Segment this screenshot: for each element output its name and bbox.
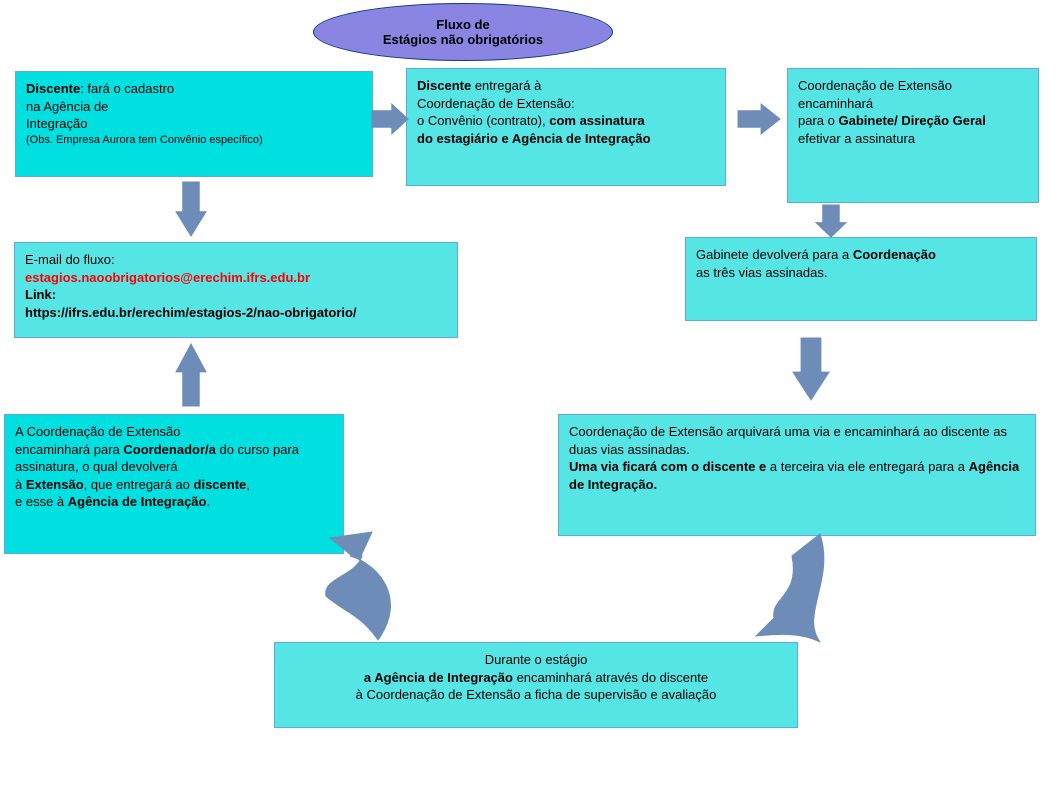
node-gabinete-devolve: Gabinete devolverá para a Coordenação as… — [685, 237, 1037, 321]
n7-l2b: a terceira via ele entregará para a — [766, 459, 968, 474]
n2-line3b: com assinatura — [549, 113, 644, 128]
title-line1: Fluxo de — [383, 17, 543, 32]
n5-l2: as três vias assinadas. — [696, 264, 1026, 282]
n3-l2c: efetivar a assinatura — [798, 131, 915, 146]
flow-stage: Fluxo de Estágios não obrigatórios Disce… — [0, 0, 1058, 794]
n7-l2a: Uma via ficará com o discente e — [569, 459, 766, 474]
node-coord-arquiva: Coordenação de Extensão arquivará uma vi… — [558, 414, 1036, 536]
n3-l2b: Gabinete/ Direção Geral — [838, 113, 985, 128]
n6-l3b: Extensão — [26, 477, 84, 492]
n8-l3: à Coordenação de Extensão a ficha de sup… — [285, 686, 787, 704]
n6-l4c: . — [206, 494, 210, 509]
n2-discente: Discente — [417, 78, 471, 93]
n1-line2: na Agência de — [26, 98, 362, 116]
n8-l2a: a Agência de Integração — [364, 670, 513, 685]
n6-l3a: à — [15, 477, 26, 492]
n6-l4a: e esse à — [15, 494, 68, 509]
n3-l2a: para o — [798, 113, 838, 128]
n6-l4b: Agência de Integração — [68, 494, 207, 509]
n5-l1a: Gabinete devolverá para a — [696, 247, 853, 262]
n1-line3: Integração — [26, 115, 362, 133]
n4-hdr: E-mail do fluxo: — [25, 251, 447, 269]
n1-rest: : fará o cadastro — [80, 81, 174, 96]
node-coord-encaminha-gabinete: Coordenação de Extensão encaminhará para… — [787, 68, 1039, 203]
n2-rest: entregará à — [471, 78, 541, 93]
node-discente-entrega: Discente entregará à Coordenação de Exte… — [406, 68, 726, 186]
n8-l1: Durante o estágio — [285, 651, 787, 669]
n2-line2: Coordenação de Extensão: — [417, 95, 715, 113]
title-line2: Estágios não obrigatórios — [383, 32, 543, 47]
n1-note: (Obs. Empresa Aurora tem Convênio especí… — [26, 133, 362, 148]
n3-l1: Coordenação de Extensão encaminhará — [798, 77, 1028, 112]
n7-l1: Coordenação de Extensão arquivará uma vi… — [569, 423, 1025, 458]
n4-email: estagios.naoobrigatorios@erechim.ifrs.ed… — [25, 269, 447, 287]
n1-discente: Discente — [26, 81, 80, 96]
node-discente-cadastro: Discente: fará o cadastro na Agência de … — [15, 71, 373, 177]
node-email-link: E-mail do fluxo: estagios.naoobrigatorio… — [14, 242, 458, 338]
n2-line3a: o Convênio (contrato), — [417, 113, 549, 128]
n6-l1a: A Coordenação de Extensão — [15, 423, 333, 441]
n6-l3e: , — [246, 477, 250, 492]
n4-link: https://ifrs.edu.br/erechim/estagios-2/n… — [25, 304, 447, 322]
n6-l2a: encaminhará para — [15, 442, 123, 457]
n8-l2b: encaminhará através do discente — [513, 670, 708, 685]
n4-link-label: Link: — [25, 286, 447, 304]
title-ellipse: Fluxo de Estágios não obrigatórios — [313, 3, 613, 61]
n6-l2b: Coordenador/a — [123, 442, 215, 457]
n5-l1b: Coordenação — [853, 247, 936, 262]
node-durante-estagio: Durante o estágio a Agência de Integraçã… — [274, 642, 798, 728]
n6-l3c: , que entregará ao — [84, 477, 194, 492]
n2-line4: do estagiário e Agência de Integração — [417, 130, 715, 148]
n6-l3d: discente — [194, 477, 247, 492]
node-coord-para-coordenador: A Coordenação de Extensão encaminhará pa… — [4, 414, 344, 554]
